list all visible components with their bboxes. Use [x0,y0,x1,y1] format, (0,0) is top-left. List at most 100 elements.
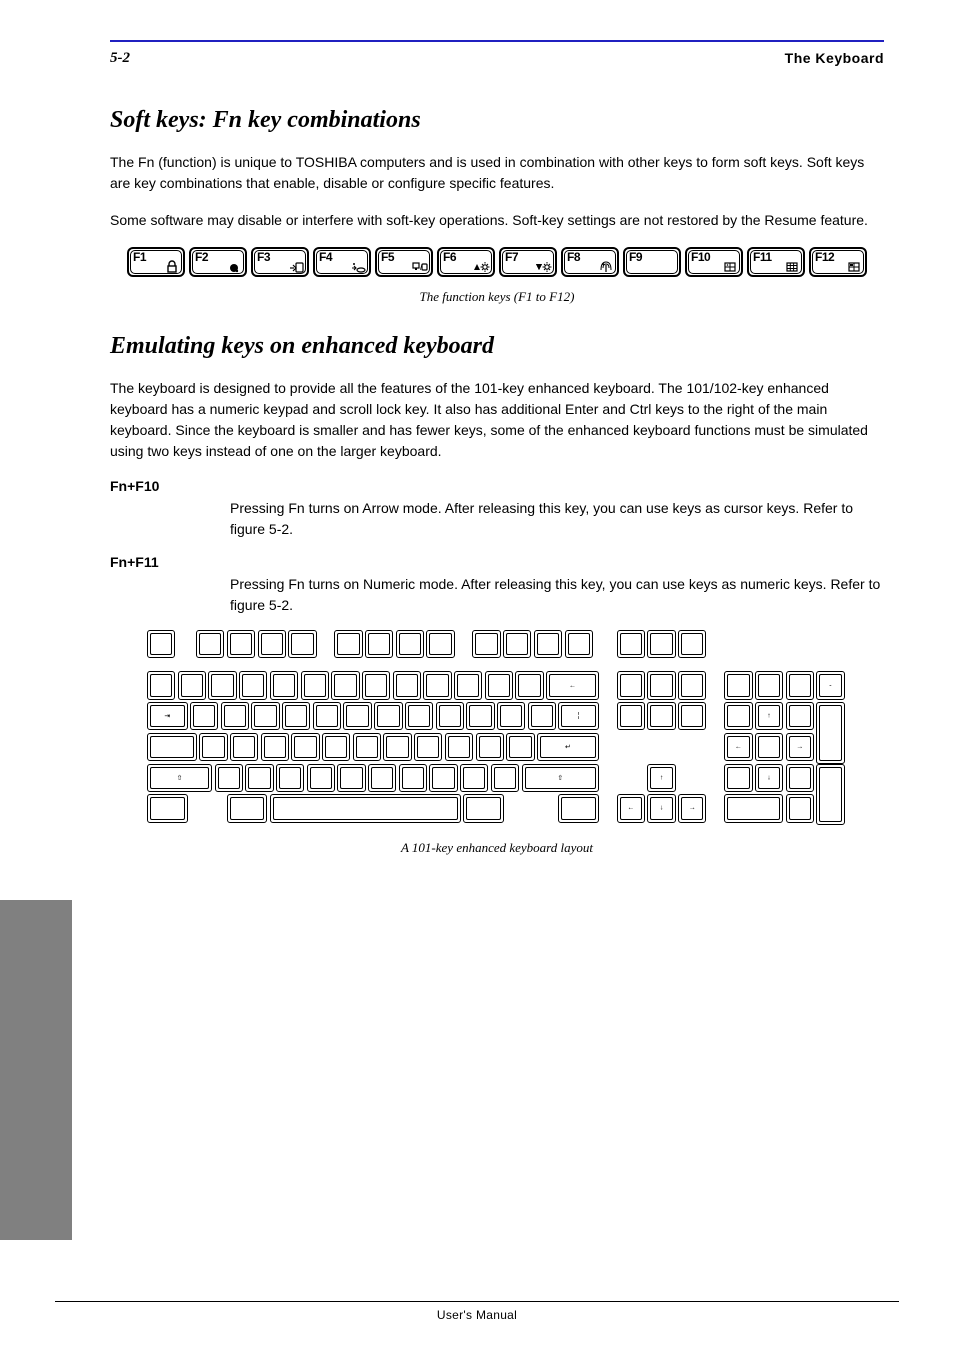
page-header: 5-2 The Keyboard [110,50,884,67]
keycap [282,702,310,730]
keycap [270,794,461,822]
keycap [196,630,224,658]
bright-up-icon [536,260,552,274]
keycap [617,630,645,658]
keycap [454,671,482,699]
keycap [383,733,411,761]
keycap: ¦ [558,702,599,730]
keycap [199,733,227,761]
keycap [472,630,500,658]
function-key-f4: F4 [313,247,371,277]
definition-desc: Pressing Fn turns on Numeric mode. After… [230,574,884,616]
fkey-label: F5 [381,250,394,264]
definition-fn-f11: Fn+F11 Pressing Fn turns on Numeric mode… [110,554,884,616]
definition-term: Fn+F10 [110,478,884,494]
keycap [270,671,298,699]
keycap: ← [546,671,599,699]
keycap [476,733,504,761]
keycap [215,764,243,792]
function-key-row: F1 F2 F3 F4 F5 / F6 F7 F8 F9 F10 F11 F12 [110,247,884,277]
keycap [423,671,451,699]
figure-2-caption: A 101-key enhanced keyboard layout [110,840,884,856]
keycap [445,733,473,761]
keycap [463,794,504,822]
keycap [374,702,402,730]
chapter-title: The Keyboard [785,50,884,67]
overlay3-icon [846,260,862,274]
keycap [724,764,752,792]
blank-icon [660,260,676,274]
keycap [230,733,258,761]
softkeys-para-2: Some software may disable or interfere w… [110,210,884,231]
display-icon: / [412,260,428,274]
keycap [647,671,675,699]
keycap [678,702,706,730]
wireless-icon [598,260,614,274]
fkey-label: F9 [629,250,642,264]
keycap: ← [617,794,645,822]
keycap: → [786,733,814,761]
fkey-label: F3 [257,250,270,264]
function-key-f7: F7 [499,247,557,277]
keycap: ↓ [647,794,675,822]
keycap [528,702,556,730]
keyboard-diagram: ←-⇥¦↑↵←→⇧⇧↑↓←↓→ [147,630,847,826]
function-key-f6: F6 [437,247,495,277]
keycap [227,794,268,822]
lock-icon [164,260,180,274]
keycap [534,630,562,658]
keycap [724,794,783,822]
keycap [491,764,519,792]
keycap [337,764,365,792]
keycap [816,764,844,825]
page-content: 5-2 The Keyboard Soft keys: Fn key combi… [0,0,954,924]
keycap [426,630,454,658]
function-key-f9: F9 [623,247,681,277]
keycap [515,671,543,699]
keycap: ↑ [647,764,675,792]
fkey-label: F12 [815,250,834,264]
fkey-label: F10 [691,250,710,264]
keycap [239,671,267,699]
keyboard-diagram-wrap: ←-⇥¦↑↵←→⇧⇧↑↓←↓→ [110,630,884,826]
keycap [466,702,494,730]
definition-desc: Pressing Fn turns on Arrow mode. After r… [230,498,884,540]
keycap [362,671,390,699]
keycap: ↵ [537,733,599,761]
keycap [460,764,488,792]
keycap [147,671,175,699]
keycap [786,794,814,822]
fkey-label: F4 [319,250,332,264]
header-rule [110,40,884,42]
definition-term: Fn+F11 [110,554,884,570]
keycap [816,702,844,763]
keycap [245,764,273,792]
side-tab [0,900,72,1240]
keycap [647,630,675,658]
keycap [558,794,599,822]
keycap [506,733,534,761]
keycap [678,671,706,699]
keycap: - [816,671,844,699]
keycap [414,733,442,761]
function-key-f12: F12 [809,247,867,277]
function-key-f3: F3 [251,247,309,277]
keycap [227,630,255,658]
keycap [331,671,359,699]
function-key-f11: F11 [747,247,805,277]
function-key-f1: F1 [127,247,185,277]
keycap [485,671,513,699]
figure-1-caption: The function keys (F1 to F12) [110,289,884,305]
keycap [288,630,316,658]
keycap: → [678,794,706,822]
keycap: ⇧ [147,764,212,792]
keycap [436,702,464,730]
section-title-softkeys: Soft keys: Fn key combinations [110,107,884,134]
keycap [786,671,814,699]
keycap [399,764,427,792]
fkey-label: F6 [443,250,456,264]
keycap [147,733,197,761]
keycap [405,702,433,730]
keycap: ↑ [755,702,783,730]
function-key-f5: F5 / [375,247,433,277]
